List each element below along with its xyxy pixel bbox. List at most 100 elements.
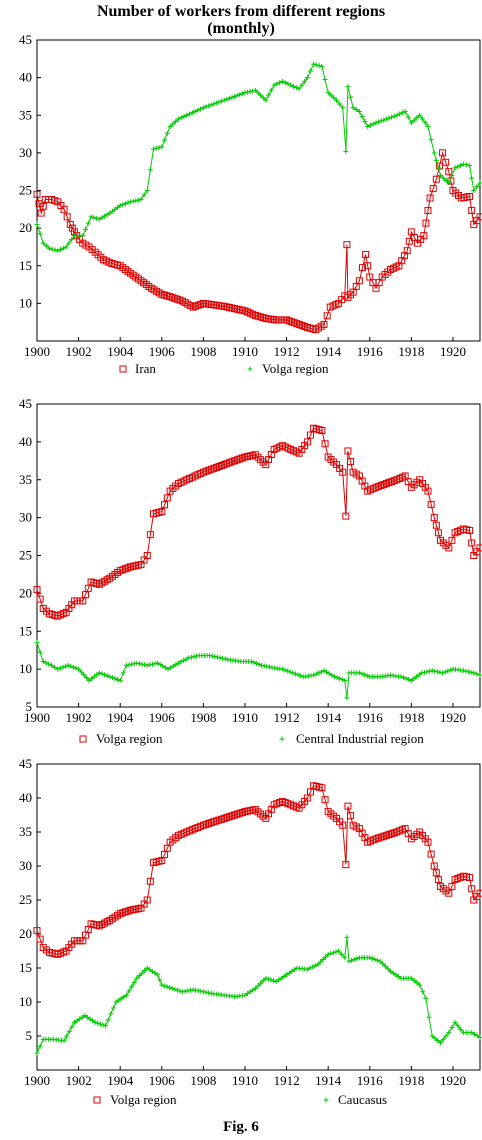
- data-point: [443, 1033, 449, 1039]
- data-point: [187, 111, 193, 117]
- data-point: [359, 114, 365, 120]
- data-point: [312, 963, 318, 969]
- data-point: [155, 972, 161, 978]
- data-point: [326, 671, 332, 677]
- data-point: [277, 80, 283, 86]
- data-point: [68, 663, 74, 669]
- data-point: [185, 988, 191, 994]
- data-point: [125, 200, 131, 206]
- data-point: [258, 980, 264, 986]
- data-point: [123, 662, 129, 668]
- data-point: [81, 672, 87, 678]
- data-point: [209, 653, 215, 659]
- data-point: [417, 112, 423, 118]
- data-point: [117, 677, 123, 683]
- data-point: [428, 137, 434, 143]
- data-point: [116, 997, 122, 1003]
- x-tick-label: 1908: [190, 1073, 216, 1088]
- data-point: [144, 965, 150, 971]
- data-point: [200, 989, 206, 995]
- data-point: [245, 89, 251, 95]
- data-point: [105, 1017, 111, 1023]
- data-point: [46, 661, 52, 667]
- series-0: [33, 149, 482, 334]
- data-point: [430, 514, 438, 522]
- data-point: [325, 951, 331, 957]
- data-point: [321, 796, 329, 804]
- data-point: [440, 670, 446, 676]
- x-tick-label: 1918: [398, 344, 424, 359]
- data-point: [445, 668, 451, 674]
- data-point: [468, 539, 476, 547]
- data-point: [52, 664, 58, 670]
- data-point: [126, 988, 132, 994]
- data-point: [452, 1019, 458, 1025]
- data-point: [146, 877, 154, 885]
- data-point: [164, 130, 170, 136]
- x-tick-label: 1916: [357, 344, 384, 359]
- data-point: [427, 668, 433, 674]
- data-point: [432, 175, 440, 183]
- data-point: [290, 670, 296, 676]
- data-point: [359, 671, 365, 677]
- data-point: [255, 983, 261, 989]
- data-point: [100, 1022, 106, 1028]
- data-point: [318, 784, 326, 792]
- data-point: [389, 114, 395, 120]
- data-point: [61, 1038, 67, 1044]
- legend-label: Caucasus: [338, 1092, 387, 1107]
- data-point: [471, 670, 477, 676]
- data-point: [131, 661, 137, 667]
- data-point: [420, 989, 426, 995]
- figure-title: Number of workers from different regions: [96, 3, 386, 20]
- data-point: [126, 662, 132, 668]
- x-tick-label: 1900: [24, 1073, 50, 1088]
- data-point: [203, 989, 209, 995]
- data-point: [358, 264, 366, 272]
- data-point: [311, 61, 317, 67]
- data-point: [242, 90, 248, 96]
- data-point: [342, 512, 350, 520]
- x-tick-label: 1904: [107, 344, 134, 359]
- data-point: [455, 164, 461, 170]
- figure-subtitle: (monthly): [207, 20, 275, 37]
- data-point: [159, 144, 165, 150]
- data-point: [339, 951, 345, 957]
- data-point: [220, 655, 226, 661]
- data-point: [394, 112, 400, 118]
- data-point: [403, 676, 409, 682]
- data-point: [476, 889, 482, 897]
- data-point: [311, 672, 317, 678]
- data-point: [344, 934, 350, 940]
- data-point: [430, 862, 438, 870]
- data-point: [393, 972, 399, 978]
- data-point: [103, 1023, 109, 1029]
- data-point: [353, 107, 359, 113]
- data-point: [33, 586, 41, 594]
- data-point: [174, 987, 180, 993]
- y-tick-label: 5: [26, 1028, 33, 1043]
- data-point: [460, 161, 466, 167]
- data-point: [337, 676, 343, 682]
- data-point: [94, 215, 100, 221]
- data-point: [149, 968, 155, 974]
- data-point: [449, 172, 455, 178]
- data-point: [212, 654, 218, 660]
- data-point: [423, 996, 429, 1002]
- data-point: [263, 975, 269, 981]
- data-point: [60, 664, 66, 670]
- data-point: [216, 99, 222, 105]
- data-point: [408, 975, 414, 981]
- data-point: [445, 889, 453, 897]
- data-point: [370, 121, 376, 127]
- data-point: [33, 190, 41, 198]
- data-point: [147, 967, 153, 973]
- data-point: [397, 111, 403, 117]
- data-point: [173, 662, 179, 668]
- data-point: [281, 974, 287, 979]
- data-point: [150, 146, 156, 152]
- data-point: [440, 1036, 446, 1042]
- data-point: [143, 896, 151, 904]
- data-point: [356, 108, 362, 114]
- y-tick-label: 30: [19, 145, 32, 160]
